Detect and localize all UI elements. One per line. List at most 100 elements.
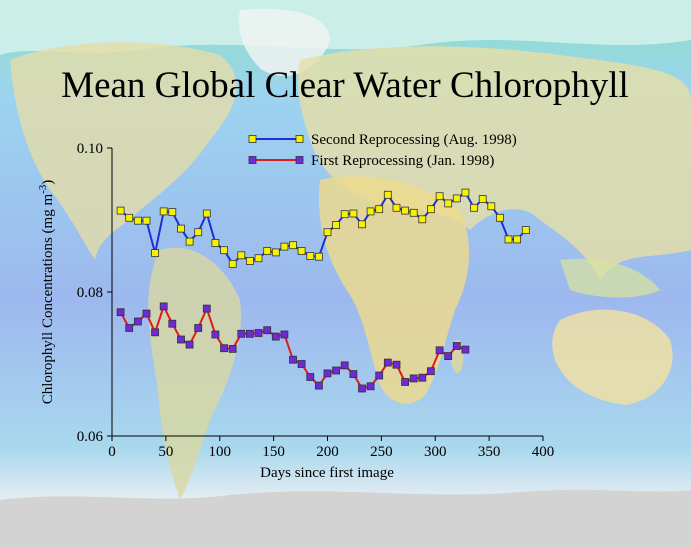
x-tick-label: 300 [424,444,447,460]
data-point [280,242,289,251]
data-point [297,360,306,368]
data-point [332,221,341,229]
data-point [358,220,366,229]
data-point [263,247,272,255]
data-point [168,319,177,328]
data-point [271,332,280,341]
legend-marker [248,156,257,164]
data-point [159,302,168,311]
data-point [452,342,461,350]
data-point [358,384,366,393]
data-point [435,192,444,201]
data-point [280,330,289,339]
data-point [383,358,392,367]
data-point [211,330,220,339]
data-point [125,324,134,332]
data-point [366,207,375,216]
data-point [151,249,160,258]
y-tick-label: 0.10 [77,141,103,157]
data-point [289,355,297,364]
x-tick-label: 250 [370,444,393,460]
data-point [202,209,211,218]
data-point [151,328,160,337]
data-point [375,205,384,214]
data-point [418,215,427,224]
y-axis-label-close: ) [40,180,56,185]
data-point [314,252,323,261]
data-point [444,352,453,361]
series-layer [116,188,530,393]
x-tick-label: 400 [532,444,555,460]
data-point [470,203,478,212]
data-point [323,369,332,378]
data-point [521,226,530,235]
data-point [452,194,461,203]
data-point [116,206,125,215]
data-point [401,206,410,215]
data-point [323,228,332,237]
data-point [245,329,254,338]
data-point [409,208,418,217]
data-point [220,344,229,353]
legend-marker [295,156,304,164]
data-point [125,213,134,222]
data-point [426,367,435,376]
data-point [211,239,220,247]
y-axis-ticks: 0.06 0.08 0.10 [77,141,112,445]
data-point [254,254,263,263]
series-2 [116,302,470,393]
data-point [116,308,125,317]
x-axis-label: Days since first image [260,465,394,481]
data-point [409,374,418,383]
data-point [237,251,246,260]
data-point [245,257,254,265]
data-point [375,371,384,380]
x-tick-label: 150 [262,444,285,460]
legend-item: First Reprocessing (Jan. 1998) [248,153,494,169]
y-axis-label-main: Chlorophyll Concentrations (mg m [40,194,56,405]
data-point [461,345,470,354]
data-point [495,213,504,222]
data-point [237,329,246,338]
x-tick-label: 0 [108,444,116,460]
data-point [228,344,237,353]
legend-marker [295,135,304,143]
data-point [271,248,280,257]
data-point [228,259,237,268]
data-point [349,209,358,218]
data-point [444,199,453,208]
data-point [289,241,297,250]
data-point [142,309,151,318]
y-axis-label: Chlorophyll Concentrations (mg m-3) [37,180,56,405]
data-point [297,247,306,255]
data-point [383,190,392,199]
legend-marker [248,135,257,143]
x-tick-label: 50 [158,444,173,460]
data-point [478,195,487,204]
data-point [133,216,142,225]
data-point [426,205,435,214]
series-1 [116,188,530,268]
legend-label: Second Reprocessing (Aug. 1998) [311,132,517,148]
data-point [142,216,151,225]
legend-label: First Reprocessing (Jan. 1998) [311,153,494,169]
data-point [168,208,177,217]
data-point [401,378,410,386]
y-axis-label-superscript: -3 [37,184,49,194]
x-axis-ticks: 0 50 100 150 200 250 300 350 400 [108,436,554,460]
data-point [133,317,142,326]
data-point [314,381,323,390]
data-point [306,252,315,260]
data-point [194,324,203,332]
y-tick-label: 0.06 [77,429,104,445]
data-point [185,340,194,349]
data-point [461,188,470,197]
data-point [349,370,358,379]
data-point [487,202,496,211]
data-point [366,382,375,391]
data-point [177,335,185,344]
data-point [254,329,263,337]
data-point [306,373,315,381]
